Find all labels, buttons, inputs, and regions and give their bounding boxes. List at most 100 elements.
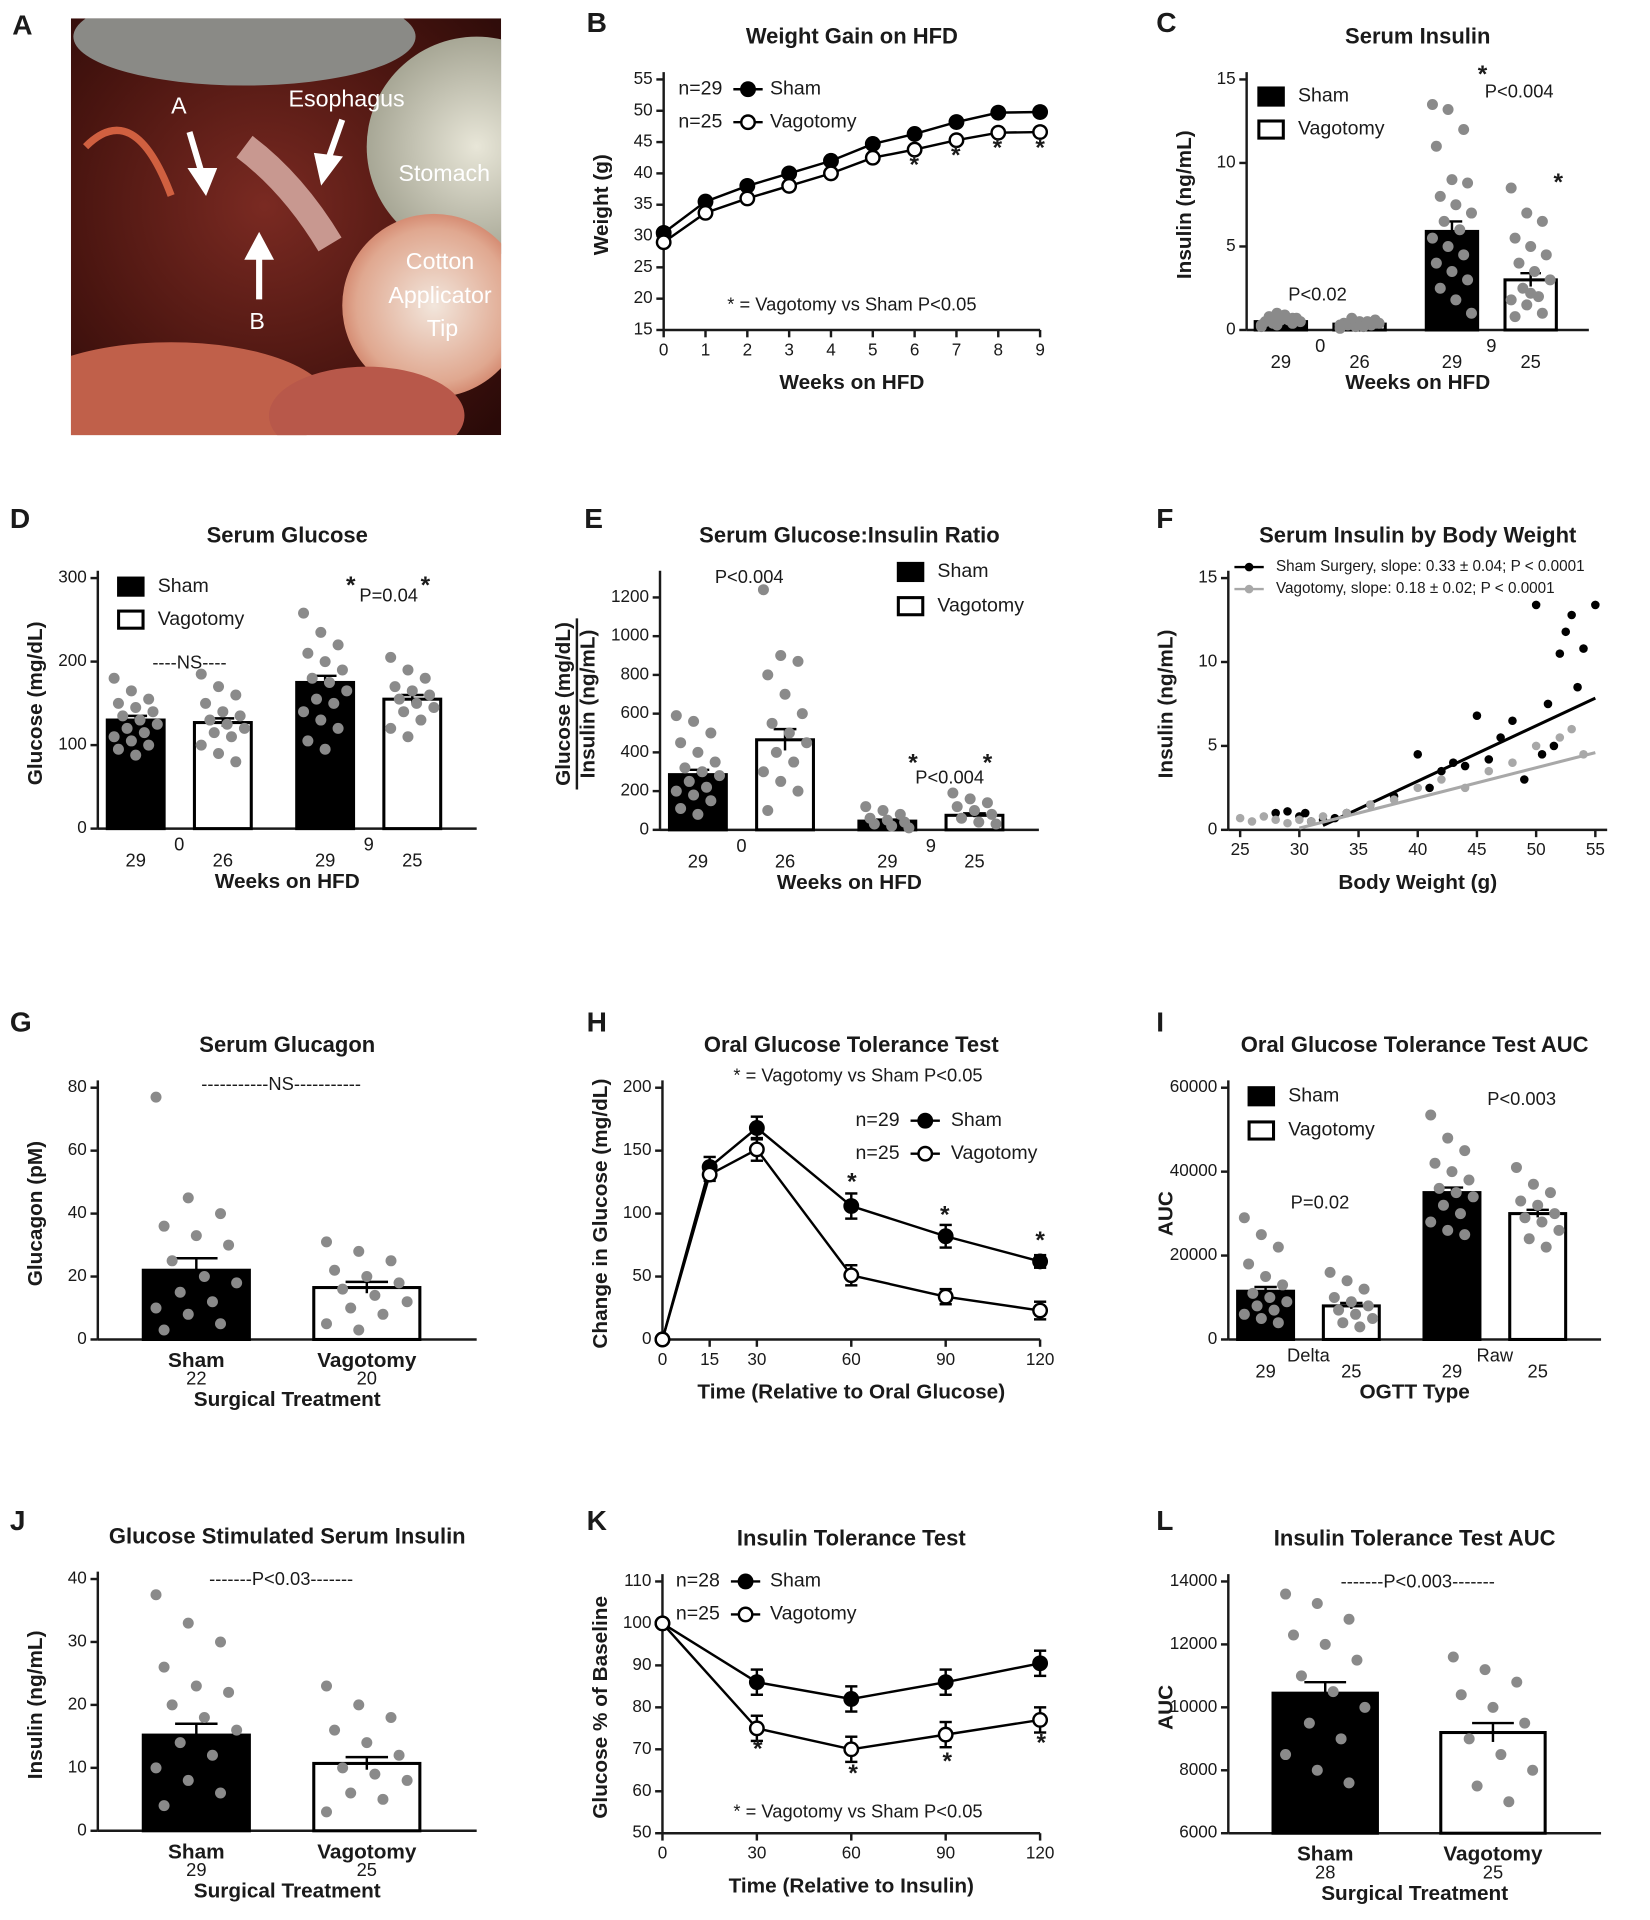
data-point xyxy=(1458,124,1470,136)
data-point xyxy=(143,739,155,751)
panel-letter: G xyxy=(10,1007,32,1038)
annotation: P<0.004 xyxy=(715,566,784,587)
x-axis-label: Weeks on HFD xyxy=(1345,371,1490,394)
data-point xyxy=(981,797,993,809)
data-point xyxy=(234,710,246,722)
y-tick-label: 60000 xyxy=(1170,1077,1218,1096)
photo-label: B xyxy=(249,308,265,334)
data-point xyxy=(757,584,769,596)
data-point xyxy=(1433,1182,1445,1194)
data-point xyxy=(1515,1195,1527,1207)
data-point xyxy=(1362,1300,1374,1312)
data-point xyxy=(1573,682,1582,692)
legend-swatch xyxy=(117,576,145,597)
data-point xyxy=(1343,1613,1355,1625)
y-tick-label: 40 xyxy=(68,1203,87,1222)
data-point xyxy=(1446,1166,1458,1178)
data-point xyxy=(1553,1224,1565,1236)
y-tick-label: 60 xyxy=(632,1781,651,1800)
data-point xyxy=(1513,257,1525,269)
data-point xyxy=(1509,311,1521,323)
x-axis-label: Time (Relative to Insulin) xyxy=(729,1874,974,1897)
data-point xyxy=(1442,1224,1454,1236)
annotation: * xyxy=(1037,1729,1047,1756)
data-point xyxy=(1354,1321,1366,1333)
data-point xyxy=(1287,1629,1299,1641)
y-tick-label: 100 xyxy=(623,1613,652,1632)
data-point xyxy=(1359,1701,1371,1713)
data-point xyxy=(1447,1651,1459,1663)
x-axis-label: Weeks on HFD xyxy=(779,371,924,394)
data-point xyxy=(937,1726,954,1743)
annotation: -------P<0.03------- xyxy=(209,1568,353,1589)
data-point xyxy=(1280,1588,1292,1600)
y-axis-label: Insulin (ng/mL) xyxy=(1173,130,1196,279)
data-point xyxy=(1442,104,1454,116)
data-point xyxy=(843,1741,860,1758)
y-axis-label: Glucose (mg/dL) xyxy=(24,621,47,785)
data-point xyxy=(1521,299,1533,311)
data-point xyxy=(158,1220,170,1232)
data-point xyxy=(886,820,898,832)
data-point xyxy=(783,727,795,739)
data-point xyxy=(393,1277,405,1289)
data-point xyxy=(230,689,242,701)
data-point xyxy=(796,708,808,720)
y-tick-label: 150 xyxy=(623,1140,652,1159)
data-point xyxy=(1366,800,1375,809)
data-point xyxy=(1519,1717,1531,1729)
x-tick-label: 50 xyxy=(1527,840,1546,859)
legend-marker xyxy=(917,1112,934,1129)
x-tick-label: 55 xyxy=(1586,840,1605,859)
data-point xyxy=(1251,1300,1263,1312)
y-axis-label: Weight (g) xyxy=(590,154,613,255)
data-point xyxy=(215,1636,227,1648)
y-tick-label: 12000 xyxy=(1170,1634,1218,1653)
data-point xyxy=(1448,758,1458,767)
data-point xyxy=(705,795,717,807)
x-tick-label: 0 xyxy=(658,1350,668,1369)
data-point xyxy=(321,1806,333,1818)
annotation: * xyxy=(346,572,356,599)
data-point xyxy=(1442,240,1454,252)
photo-cotton xyxy=(342,213,502,398)
data-point xyxy=(1540,1241,1552,1253)
data-point xyxy=(1255,1312,1267,1324)
sample-size: 29 xyxy=(126,849,146,870)
bar xyxy=(382,697,443,831)
y-tick-label: 10 xyxy=(68,1757,87,1776)
data-point xyxy=(1238,1308,1250,1320)
legend-n: n=28 xyxy=(676,1570,720,1592)
data-point xyxy=(654,1331,671,1348)
data-point xyxy=(151,718,163,730)
data-point xyxy=(1442,1132,1454,1144)
y-tick-label: 50 xyxy=(632,1266,651,1285)
data-point xyxy=(748,1141,765,1158)
data-point xyxy=(770,746,782,758)
sample-size: 25 xyxy=(402,849,422,870)
legend-swatch xyxy=(1257,86,1285,107)
bar xyxy=(312,1286,422,1342)
sample-size: 29 xyxy=(186,1859,206,1880)
y-axis-label: AUC xyxy=(1155,1685,1178,1730)
data-point xyxy=(1277,1279,1289,1291)
data-point xyxy=(125,735,137,747)
panel-letter: K xyxy=(587,1505,608,1536)
data-point xyxy=(1271,808,1280,818)
sample-size: 22 xyxy=(186,1368,206,1389)
data-point xyxy=(1455,1689,1467,1701)
chart-title: Weight Gain on HFD xyxy=(746,24,958,49)
legend-swatch xyxy=(896,596,925,617)
sample-size: 25 xyxy=(964,851,984,872)
data-point xyxy=(1032,104,1049,120)
data-point xyxy=(419,672,431,684)
arrow xyxy=(324,118,346,163)
data-point xyxy=(1247,817,1257,826)
annotation: ----NS---- xyxy=(152,651,226,672)
data-point xyxy=(1495,1749,1507,1761)
data-point xyxy=(1341,1275,1353,1287)
data-point xyxy=(1525,240,1537,252)
data-point xyxy=(697,204,714,221)
data-point xyxy=(182,1617,194,1629)
data-point xyxy=(428,702,440,714)
